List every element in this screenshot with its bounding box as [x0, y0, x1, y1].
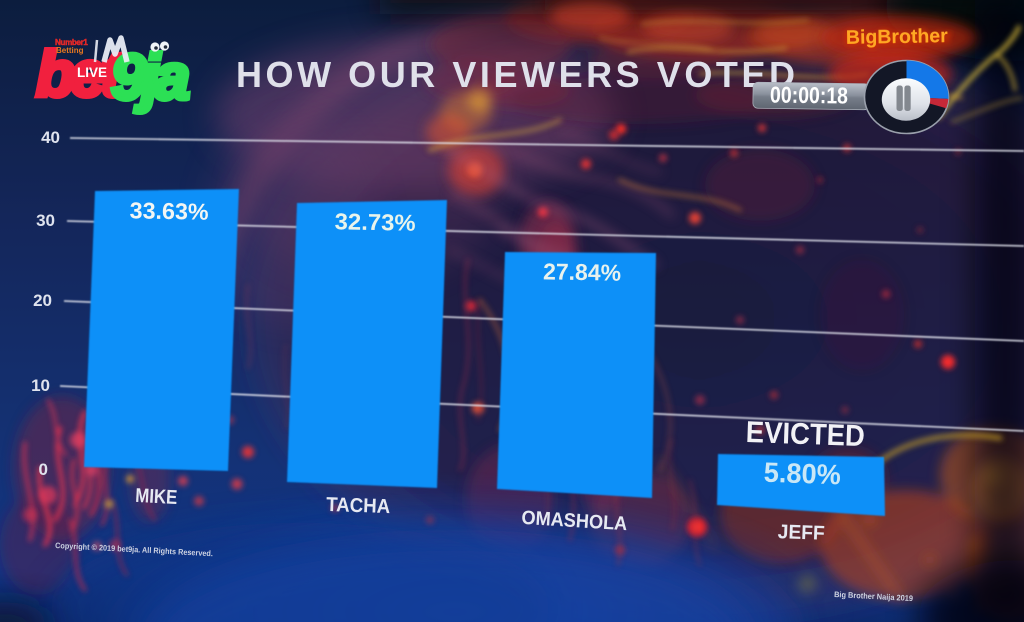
svg-text:BigBrother: BigBrother: [845, 25, 952, 50]
svg-text:LIVE: LIVE: [77, 65, 107, 80]
svg-text:Betting: Betting: [56, 46, 84, 55]
svg-text:0: 0: [39, 460, 48, 479]
svg-text:40: 40: [41, 128, 60, 147]
svg-text:32.73%: 32.73%: [334, 208, 415, 235]
svg-text:27.84%: 27.84%: [543, 258, 621, 285]
svg-text:5.80%: 5.80%: [763, 457, 841, 491]
svg-text:30: 30: [36, 211, 55, 230]
svg-text:BigBrother: BigBrother: [846, 25, 949, 49]
svg-text:MIKE: MIKE: [135, 485, 178, 509]
svg-text:Number1: Number1: [55, 38, 88, 47]
svg-text:JEFF: JEFF: [777, 521, 825, 545]
svg-text:00:00:18: 00:00:18: [770, 81, 849, 108]
svg-text:Big Brother Naija 2019: Big Brother Naija 2019: [834, 590, 914, 603]
svg-text:20: 20: [33, 291, 52, 310]
svg-text:33.63%: 33.63%: [129, 197, 208, 224]
svg-text:HOW OUR VIEWERS VOTED: HOW OUR VIEWERS VOTED: [236, 54, 795, 95]
svg-text:BigBrother: BigBrother: [846, 25, 949, 49]
svg-text:EVICTED: EVICTED: [745, 416, 865, 453]
svg-text:10: 10: [31, 376, 50, 395]
svg-text:TACHA: TACHA: [326, 494, 391, 518]
